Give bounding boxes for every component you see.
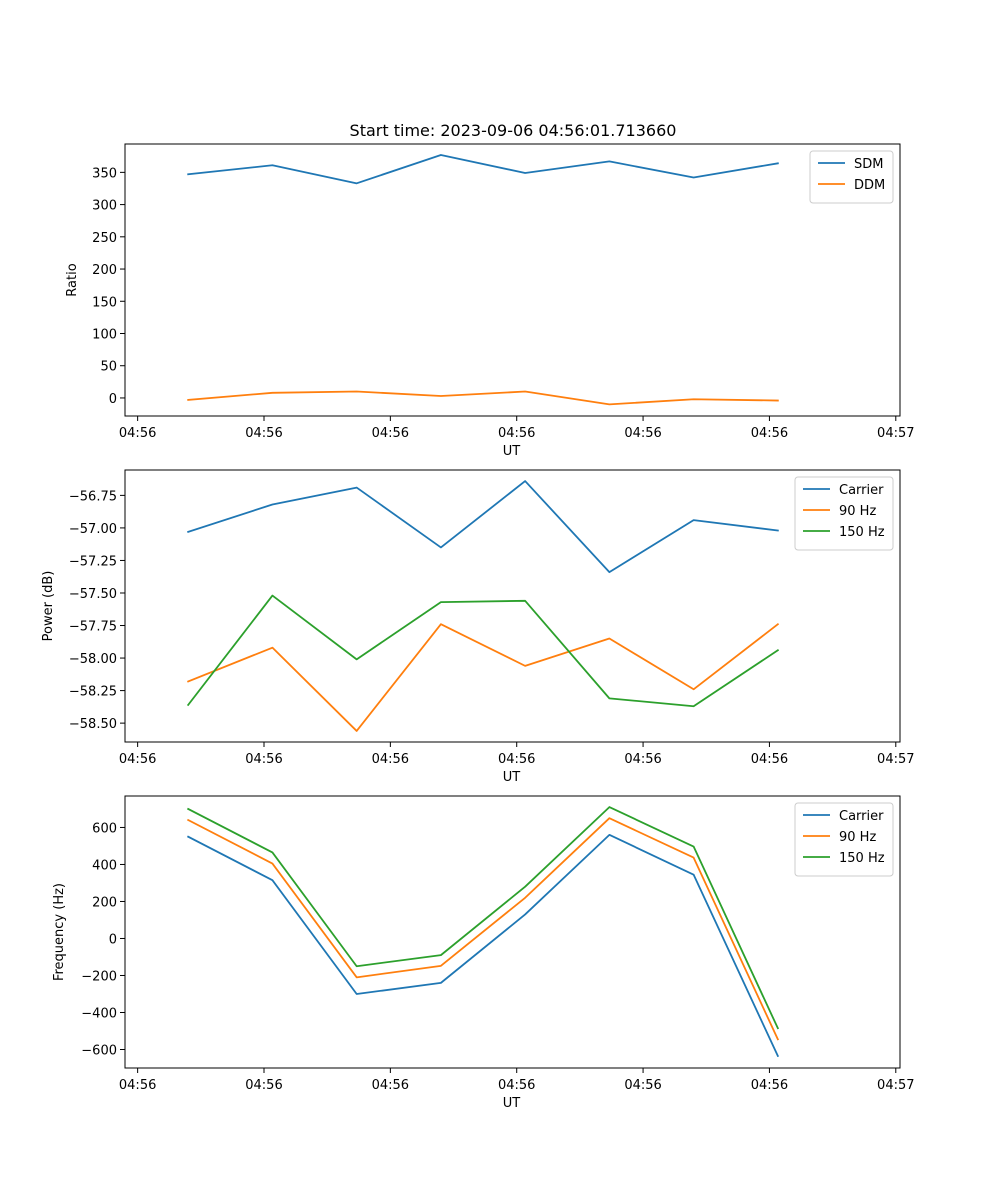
x-axis-label: UT <box>503 770 521 785</box>
legend: SDM DDM <box>809 150 894 204</box>
y-tick-label: −200 <box>81 969 117 984</box>
y-tick-label: −57.00 <box>69 522 117 537</box>
axes-frame <box>124 143 901 417</box>
y-tick-label: 0 <box>109 932 117 947</box>
x-tick-label: 04:56 <box>245 1078 282 1093</box>
series-group <box>187 154 779 406</box>
y-tick-label: 400 <box>92 858 117 873</box>
y-tick-label: −400 <box>81 1006 117 1021</box>
x-tick-label: 04:57 <box>877 1078 914 1093</box>
y-tick-label: −58.25 <box>69 685 117 700</box>
plot-panels: 04:56 04:56 04:56 04:56 04:56 04:56 04:57 0 50 10… <box>41 143 915 1111</box>
y-tick-label: 150 <box>92 295 117 310</box>
x-tick-label: 04:57 <box>877 752 914 767</box>
panel-2: 04:56 04:56 04:56 04:56 04:56 04:56 04:57 −58.5… <box>41 469 915 785</box>
legend-entry: 150 Hz <box>839 851 885 866</box>
x-tick-label: 04:56 <box>498 426 535 441</box>
legend-entry: 150 Hz <box>839 525 885 540</box>
x-tick-label: 04:56 <box>119 1078 156 1093</box>
x-tick-label: 04:56 <box>372 1078 409 1093</box>
y-tick-label: −600 <box>81 1043 117 1058</box>
legend: Carrier 90 Hz 150 Hz <box>794 476 894 551</box>
series-line-ddm <box>187 390 779 406</box>
y-tick-label: 200 <box>92 263 117 278</box>
x-tick-label: 04:56 <box>498 752 535 767</box>
axes-frame <box>124 469 901 743</box>
x-tick-label: 04:56 <box>751 426 788 441</box>
y-tick-label: 100 <box>92 327 117 342</box>
legend: Carrier 90 Hz 150 Hz <box>794 802 894 877</box>
x-tick-label: 04:56 <box>624 752 661 767</box>
panel-3: 04:56 04:56 04:56 04:56 04:56 04:56 04:57 −600 −… <box>52 795 915 1111</box>
y-tick-label: −58.00 <box>69 652 117 667</box>
y-tick-label: 600 <box>92 821 117 836</box>
x-tick-label: 04:56 <box>624 1078 661 1093</box>
x-tick-label: 04:56 <box>245 752 282 767</box>
y-tick-label: −57.50 <box>69 587 117 602</box>
legend-entry: 90 Hz <box>839 504 876 519</box>
legend-box <box>809 150 894 204</box>
y-axis-label: Ratio <box>65 263 80 296</box>
y-tick-label: 200 <box>92 895 117 910</box>
figure-title: Start time: 2023-09-06 04:56:01.713660 <box>350 121 677 140</box>
series-line-90-hz <box>187 622 780 732</box>
y-tick-label: −58.50 <box>69 717 117 732</box>
y-tick-label: −56.75 <box>69 489 117 504</box>
legend-entry: DDM <box>854 178 885 193</box>
series-line-carrier <box>187 480 779 574</box>
legend-entry: 90 Hz <box>839 830 876 845</box>
y-tick-label: −57.75 <box>69 620 117 635</box>
x-tick-label: 04:56 <box>751 752 788 767</box>
x-tick-label: 04:56 <box>751 1078 788 1093</box>
legend-entry: Carrier <box>839 483 884 498</box>
x-tick-label: 04:56 <box>245 426 282 441</box>
axes-frame <box>124 795 901 1069</box>
y-axis-label: Frequency (Hz) <box>52 883 67 981</box>
x-tick-label: 04:56 <box>624 426 661 441</box>
y-tick-label: 300 <box>92 199 117 214</box>
series-group <box>186 480 780 732</box>
panel-1: 04:56 04:56 04:56 04:56 04:56 04:56 04:57 0 50 10… <box>65 143 915 459</box>
y-tick-label: 0 <box>109 392 117 407</box>
y-tick-label: 350 <box>92 166 117 181</box>
x-tick-label: 04:56 <box>119 752 156 767</box>
legend-entry: Carrier <box>839 809 884 824</box>
series-group <box>186 806 780 1058</box>
legend-entry: SDM <box>854 157 883 172</box>
x-tick-label: 04:57 <box>877 426 914 441</box>
series-line-150-hz <box>186 594 780 708</box>
x-tick-label: 04:56 <box>372 426 409 441</box>
y-tick-label: 250 <box>92 231 117 246</box>
series-line-carrier <box>186 833 780 1058</box>
x-axis-label: UT <box>503 1096 521 1111</box>
series-line-150-hz <box>186 806 780 1030</box>
x-tick-label: 04:56 <box>119 426 156 441</box>
x-axis-label: UT <box>503 444 521 459</box>
y-tick-label: 50 <box>100 360 117 375</box>
x-tick-label: 04:56 <box>498 1078 535 1093</box>
y-tick-label: −57.25 <box>69 554 117 569</box>
series-line-90-hz <box>186 817 780 1041</box>
y-axis-label: Power (dB) <box>41 571 56 642</box>
x-tick-label: 04:56 <box>372 752 409 767</box>
series-line-sdm <box>187 154 779 185</box>
